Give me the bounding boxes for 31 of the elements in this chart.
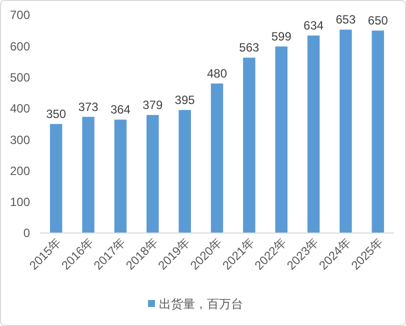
bar	[243, 58, 256, 233]
bar	[178, 110, 191, 233]
bar	[340, 30, 352, 233]
data-label: 650	[368, 14, 388, 28]
data-label: 350	[46, 107, 66, 121]
legend-label: 出货量，百万台	[159, 297, 243, 312]
data-label: 395	[174, 92, 196, 107]
y-tick-label: 700	[10, 8, 30, 22]
bar	[210, 84, 224, 233]
data-label: 373	[78, 100, 99, 114]
bar	[50, 124, 62, 233]
y-tick-label: 100	[10, 195, 30, 210]
data-label: 379	[142, 98, 163, 112]
data-label: 634	[304, 18, 324, 33]
y-tick-label: 400	[10, 102, 30, 116]
y-tick-label: 0	[23, 226, 30, 240]
data-label: 480	[206, 66, 228, 81]
bar	[82, 116, 94, 233]
bar	[275, 46, 288, 233]
bar	[307, 36, 320, 233]
data-label: 563	[239, 40, 260, 55]
data-label: 364	[110, 102, 131, 117]
y-tick-label: 300	[10, 132, 30, 147]
bar	[114, 120, 127, 233]
bar	[372, 30, 384, 233]
data-label: 599	[271, 29, 292, 44]
bar	[146, 114, 159, 233]
y-tick-label: 200	[10, 164, 30, 178]
data-label: 653	[336, 12, 356, 27]
y-tick-label: 500	[10, 70, 30, 84]
y-tick-label: 600	[10, 39, 30, 54]
